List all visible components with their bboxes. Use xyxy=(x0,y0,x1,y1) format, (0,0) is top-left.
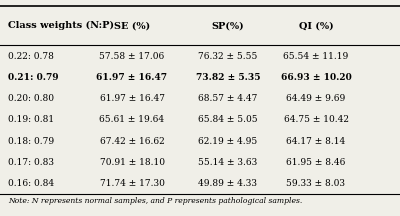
Text: 55.14 ± 3.63: 55.14 ± 3.63 xyxy=(198,158,258,167)
Text: SP(%): SP(%) xyxy=(212,21,244,30)
Text: 0.22: 0.78: 0.22: 0.78 xyxy=(8,51,54,60)
Text: 62.19 ± 4.95: 62.19 ± 4.95 xyxy=(198,137,258,146)
Text: 64.75 ± 10.42: 64.75 ± 10.42 xyxy=(284,115,348,124)
Text: Note: N represents normal samples, and P represents pathological samples.: Note: N represents normal samples, and P… xyxy=(8,197,302,205)
Text: 61.97 ± 16.47: 61.97 ± 16.47 xyxy=(100,94,164,103)
Text: 0.20: 0.80: 0.20: 0.80 xyxy=(8,94,54,103)
Text: 70.91 ± 18.10: 70.91 ± 18.10 xyxy=(100,158,164,167)
Text: 49.89 ± 4.33: 49.89 ± 4.33 xyxy=(198,179,258,188)
Text: 61.95 ± 8.46: 61.95 ± 8.46 xyxy=(286,158,346,167)
Text: SE (%): SE (%) xyxy=(114,21,150,30)
Text: QI (%): QI (%) xyxy=(299,21,333,30)
Text: 0.21: 0.79: 0.21: 0.79 xyxy=(8,73,59,82)
Text: 73.82 ± 5.35: 73.82 ± 5.35 xyxy=(196,73,260,82)
Text: 0.19: 0.81: 0.19: 0.81 xyxy=(8,115,54,124)
Text: 0.17: 0.83: 0.17: 0.83 xyxy=(8,158,54,167)
Text: 71.74 ± 17.30: 71.74 ± 17.30 xyxy=(100,179,164,188)
Text: 66.93 ± 10.20: 66.93 ± 10.20 xyxy=(281,73,351,82)
Text: 65.61 ± 19.64: 65.61 ± 19.64 xyxy=(100,115,164,124)
Text: 65.84 ± 5.05: 65.84 ± 5.05 xyxy=(198,115,258,124)
Text: 65.54 ± 11.19: 65.54 ± 11.19 xyxy=(283,51,349,60)
Text: 61.97 ± 16.47: 61.97 ± 16.47 xyxy=(96,73,168,82)
Text: 57.58 ± 17.06: 57.58 ± 17.06 xyxy=(99,51,165,60)
Text: 76.32 ± 5.55: 76.32 ± 5.55 xyxy=(198,51,258,60)
Text: Class weights (N:P): Class weights (N:P) xyxy=(8,21,114,30)
Text: 67.42 ± 16.62: 67.42 ± 16.62 xyxy=(100,137,164,146)
Text: 64.49 ± 9.69: 64.49 ± 9.69 xyxy=(286,94,346,103)
Text: 0.16: 0.84: 0.16: 0.84 xyxy=(8,179,54,188)
Text: 64.17 ± 8.14: 64.17 ± 8.14 xyxy=(286,137,346,146)
Text: 59.33 ± 8.03: 59.33 ± 8.03 xyxy=(286,179,346,188)
Text: 68.57 ± 4.47: 68.57 ± 4.47 xyxy=(198,94,258,103)
Text: 0.18: 0.79: 0.18: 0.79 xyxy=(8,137,54,146)
